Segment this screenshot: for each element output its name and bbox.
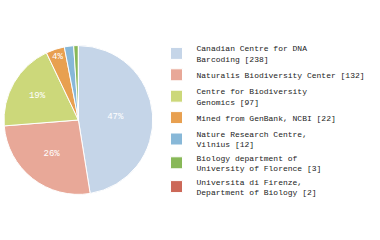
svg-text:19%: 19% xyxy=(29,91,46,101)
svg-text:26%: 26% xyxy=(43,149,60,159)
svg-text:Centre for BiodiversityGenomic: Centre for BiodiversityGenomics [97] xyxy=(197,87,308,106)
svg-text:Canadian Centre for DNABarcodi: Canadian Centre for DNABarcoding [238] xyxy=(197,44,308,63)
svg-text:4%: 4% xyxy=(52,52,63,62)
svg-text:Universita di Firenze,Departme: Universita di Firenze,Department of Biol… xyxy=(197,178,317,197)
svg-text:Mined from GenBank, NCBI [22]: Mined from GenBank, NCBI [22] xyxy=(197,114,336,123)
svg-text:Biology department ofUniversit: Biology department ofUniversity of Flore… xyxy=(197,154,322,173)
svg-text:47%: 47% xyxy=(107,112,124,122)
svg-text:Naturalis Biodiversity Center: Naturalis Biodiversity Center [132] xyxy=(197,71,365,80)
svg-text:Nature Research Centre,Vilnius: Nature Research Centre,Vilnius [12] xyxy=(197,130,307,149)
